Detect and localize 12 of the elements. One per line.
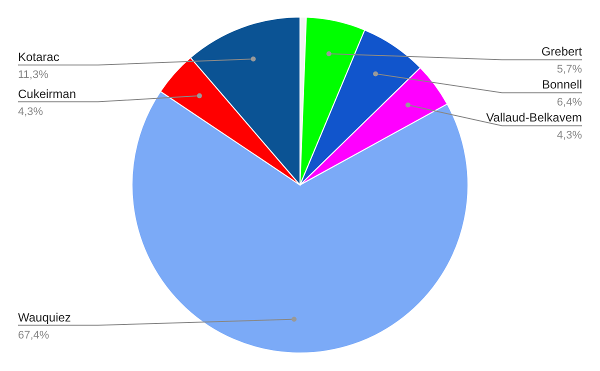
slice-label: Wauquiez	[18, 310, 71, 324]
slice-label: Vallaud-Belkavem	[486, 110, 582, 125]
data-label: 67,4%	[18, 329, 50, 342]
slice-label: Grebert	[541, 44, 583, 59]
data-label: 6,4%	[556, 96, 582, 109]
slice-label: Kotarac	[18, 50, 60, 64]
data-label: 4,3%	[18, 106, 44, 118]
slice-label: Cukeirman	[18, 86, 76, 101]
data-label: 4,3%	[556, 130, 582, 142]
data-label: 11,3%	[18, 68, 49, 81]
slice-label: Bonnell	[542, 78, 582, 92]
data-label: 5,7%	[556, 64, 582, 76]
